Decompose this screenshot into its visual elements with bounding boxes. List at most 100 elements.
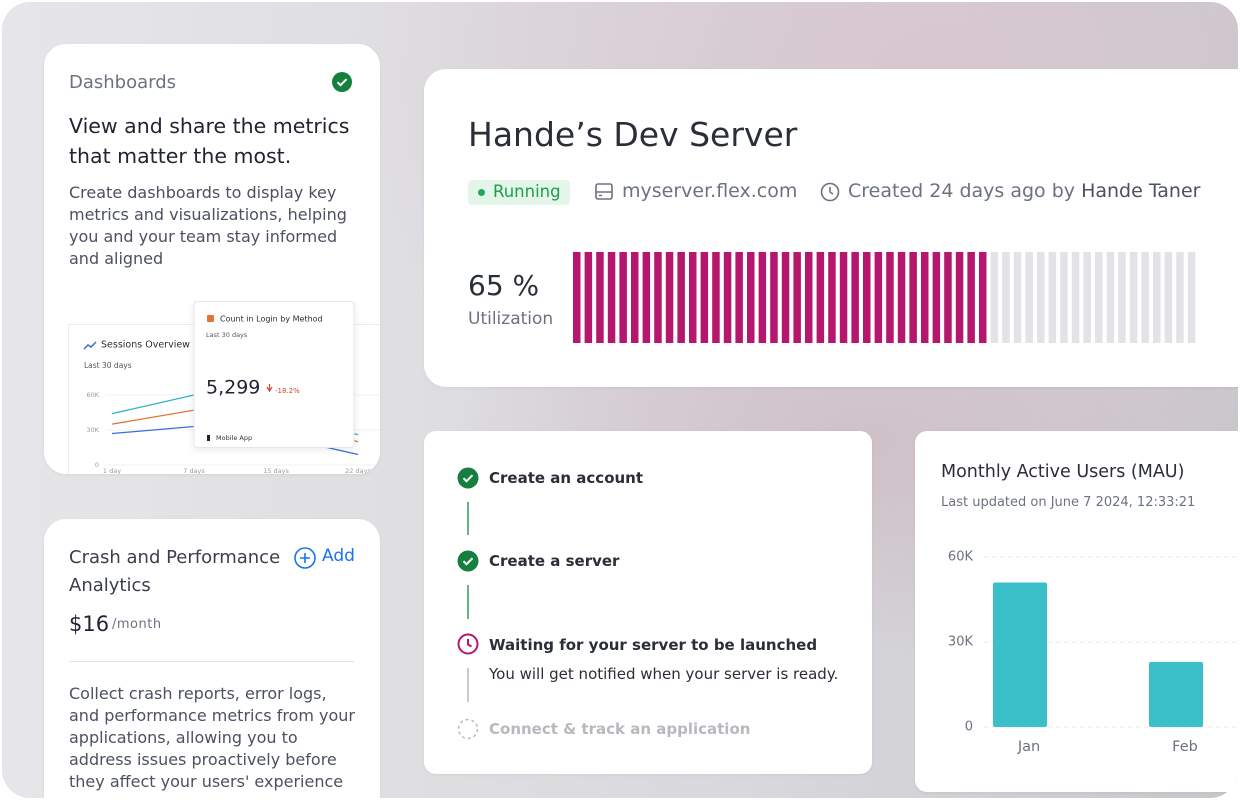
utilization-segment (1106, 252, 1115, 343)
utilization-bar (573, 252, 1196, 343)
utilization-segment (1141, 252, 1149, 343)
utilization-segment (1153, 252, 1161, 343)
utilization-label: Utilization (468, 309, 554, 329)
price: $16 (69, 612, 110, 636)
utilization-segment (955, 252, 964, 343)
card-heading: View and share the metrics that matter t… (69, 114, 350, 168)
utilization-segment (700, 252, 709, 343)
trend-icon (83, 341, 97, 350)
created-text: Created 24 days ago by (848, 180, 1076, 202)
utilization-segment (839, 252, 848, 343)
y-tick-label: 0 (95, 461, 99, 469)
utilization-segment (1013, 252, 1022, 343)
utilization-segment (642, 252, 651, 343)
utilization-segment (1071, 252, 1080, 343)
utilization-segment (584, 252, 593, 343)
utilization-segment (1129, 252, 1138, 343)
x-tick-label: Feb (1172, 739, 1198, 755)
widget-icon (207, 315, 214, 322)
utilization-segment (816, 252, 825, 343)
utilization-segment (1176, 252, 1184, 343)
step-pending-icon (457, 718, 479, 740)
utilization-segment (1083, 252, 1091, 343)
status-label: Running (493, 182, 561, 201)
utilization-segment (712, 252, 720, 343)
legend-swatch (207, 435, 210, 441)
utilization-segment (967, 252, 975, 343)
utilization-segment (735, 252, 743, 343)
utilization-segment (596, 252, 604, 343)
utilization-value: 65 % (468, 269, 540, 302)
step-waiting-icon (457, 633, 479, 655)
step-done-icon (457, 467, 479, 489)
y-tick-label: 30K (948, 635, 974, 650)
card-title: Crash and Performance Analytics (69, 547, 281, 596)
utilization-segment (607, 252, 616, 343)
utilization-segment (897, 252, 906, 343)
utilization-segment (793, 252, 801, 343)
step-note: You will get notified when your server i… (489, 665, 839, 683)
widget (193, 301, 355, 448)
utilization-segment (654, 252, 662, 343)
server-title: Hande’s Dev Server (468, 115, 798, 154)
utilization-segment (619, 252, 627, 343)
utilization-segment (921, 252, 929, 343)
widget-value: 5,299 (206, 377, 260, 399)
utilization-segment (932, 252, 941, 343)
utilization-segment (781, 252, 790, 343)
utilization-segment (979, 252, 987, 343)
y-tick-label: 30K (86, 426, 99, 434)
bar (1149, 661, 1203, 727)
utilization-segment (805, 252, 813, 343)
check (462, 474, 474, 483)
add-button[interactable]: Add (322, 546, 355, 566)
utilization-segment (1187, 252, 1196, 343)
utilization-segment (1037, 252, 1045, 343)
card-title: Dashboards (69, 72, 177, 93)
status-dot (478, 189, 485, 196)
x-tick-label: 22 days (345, 467, 371, 474)
utilization-segment (1118, 252, 1126, 343)
y-tick-label: 60K (948, 550, 974, 565)
step-icons (457, 467, 479, 740)
y-tick-label: 0 (965, 720, 973, 735)
add-icon[interactable] (294, 547, 316, 569)
utilization-segment (1002, 252, 1010, 343)
utilization-segment (573, 252, 581, 343)
card-description: Collect crash reports, error logs, and p… (69, 684, 355, 791)
utilization-segment (909, 252, 917, 343)
utilization-segment (828, 252, 836, 343)
utilization-segment (990, 252, 999, 343)
down-arrow (266, 384, 273, 393)
clock-icon (820, 182, 840, 202)
price-period: /month (112, 617, 162, 632)
widget-title: Count in Login by Method (220, 315, 323, 324)
widget-change: -18.2% (275, 387, 300, 395)
server-owner: Hande Taner (1081, 180, 1201, 202)
utilization-segment (758, 252, 767, 343)
dashboards-card: Dashboards View and share the metrics th… (44, 44, 380, 474)
x-tick-label: 7 days (183, 467, 205, 474)
status-pill (468, 180, 570, 205)
utilization-segment (1025, 252, 1033, 343)
utilization-segment (874, 252, 883, 343)
utilization-segment (631, 252, 639, 343)
step-label: Waiting for your server to be launched (489, 636, 818, 654)
x-tick-label: 15 days (263, 467, 289, 474)
x-tick-label: Jan (1017, 739, 1040, 755)
mau-card: Monthly Active Users (MAU) Last updated … (915, 431, 1238, 792)
utilization-segment (1048, 252, 1057, 343)
utilization-segment (1164, 252, 1173, 343)
utilization-segment (665, 252, 674, 343)
widget-subtitle: Last 30 days (206, 331, 248, 339)
utilization-segment (886, 252, 894, 343)
bar (993, 582, 1047, 727)
server-host: myserver.flex.com (622, 180, 798, 202)
utilization-segment (689, 252, 697, 343)
steps-card: Create an account Create a server Waitin… (424, 431, 872, 774)
preview: Sessions Overview Last 30 days 0 30K 60K 1 … (68, 301, 380, 474)
y-tick-label: 60K (86, 391, 99, 399)
step-label: Create a server (489, 552, 620, 570)
utilization-segment (851, 252, 859, 343)
